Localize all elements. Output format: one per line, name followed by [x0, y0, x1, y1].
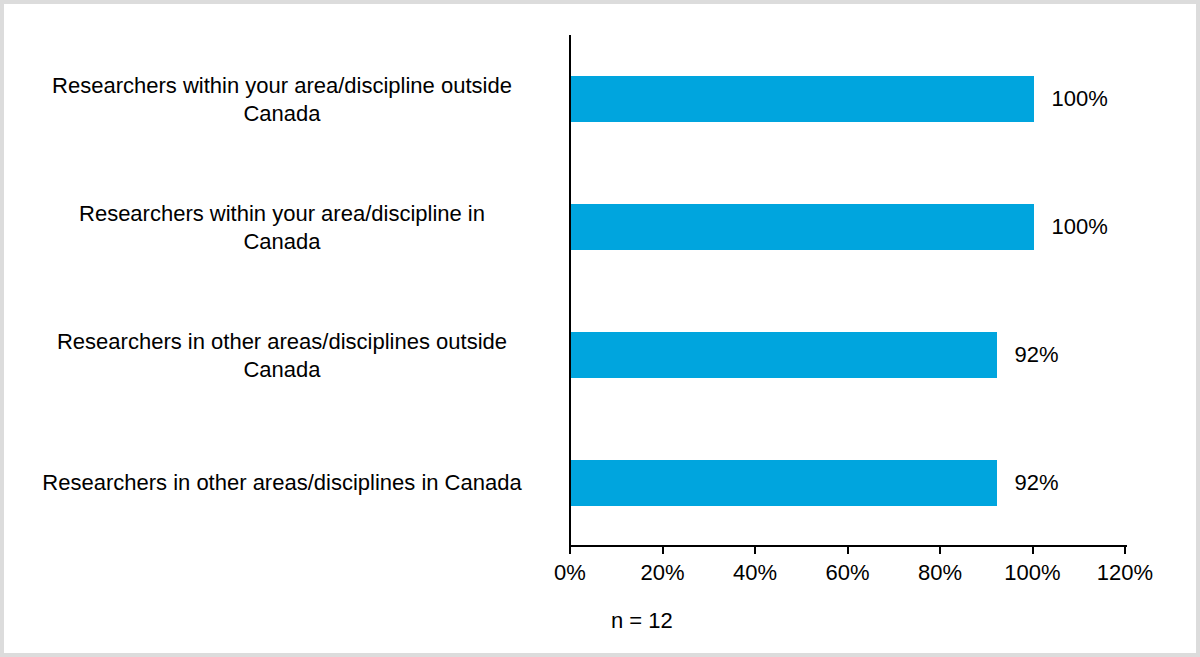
bar-chart-canvas: Researchers within your area/discipline … — [0, 0, 1200, 657]
sample-size-note: n = 12 — [611, 608, 673, 634]
bar-value-label: 92% — [1015, 342, 1059, 368]
x-axis-tick — [662, 545, 664, 554]
x-axis-tick-label: 100% — [985, 560, 1081, 586]
x-axis-tick — [569, 545, 571, 554]
x-axis-tick-label: 40% — [707, 560, 803, 586]
x-axis-tick-label: 60% — [800, 560, 896, 586]
bar-value-label: 92% — [1015, 470, 1059, 496]
bar — [571, 332, 997, 378]
x-axis-tick-label: 120% — [1077, 560, 1173, 586]
category-label: Researchers in other areas/disciplines o… — [8, 328, 556, 383]
bar-value-label: 100% — [1052, 214, 1108, 240]
x-axis-tick-label: 20% — [615, 560, 711, 586]
bar — [571, 204, 1034, 250]
x-axis-tick — [939, 545, 941, 554]
bar — [571, 460, 997, 506]
category-label: Researchers within your area/discipline … — [8, 200, 556, 255]
x-axis-tick-label: 80% — [892, 560, 988, 586]
x-axis-tick — [754, 545, 756, 554]
category-label: Researchers in other areas/disciplines i… — [8, 469, 556, 497]
x-axis-tick — [1124, 545, 1126, 554]
bar-value-label: 100% — [1052, 86, 1108, 112]
category-label: Researchers within your area/discipline … — [8, 72, 556, 127]
x-axis-tick-label: 0% — [522, 560, 618, 586]
bar — [571, 76, 1034, 122]
x-axis-tick — [1032, 545, 1034, 554]
x-axis-tick — [847, 545, 849, 554]
